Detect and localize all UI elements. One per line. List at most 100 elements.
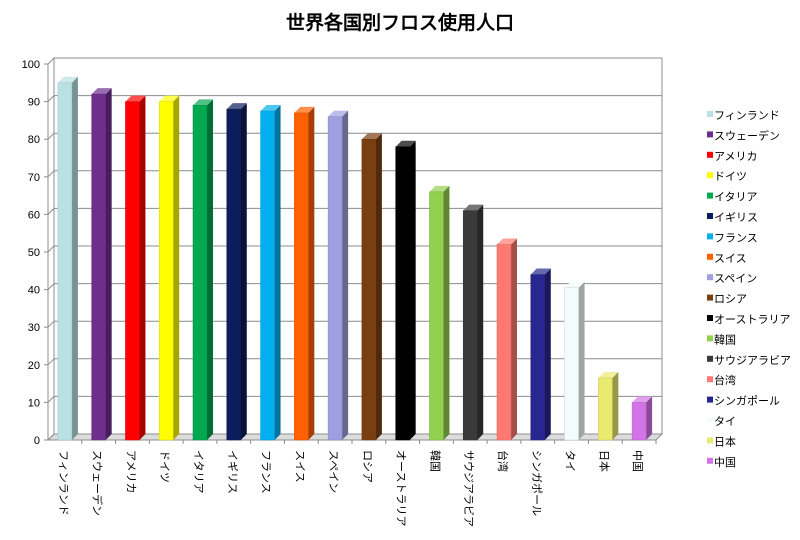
bar: [395, 140, 416, 441]
bar: [361, 133, 382, 441]
legend-label: スイス: [714, 252, 747, 265]
bar: [496, 238, 517, 441]
legend-swatch: [707, 355, 713, 362]
bar-side: [511, 238, 517, 440]
legend-label: イタリア: [714, 191, 758, 204]
bar-front: [496, 244, 512, 441]
legend-label: 日本: [714, 434, 736, 448]
y-axis-ticks: 0 10 20 30 40 50 60 70 80 90 100: [22, 59, 48, 447]
bar-side: [477, 204, 484, 440]
legend-label: アメリカ: [714, 150, 757, 163]
bar-front: [226, 108, 242, 441]
bar-side: [274, 105, 281, 440]
x-tick-label: シンガポール: [530, 450, 543, 516]
grid-layer: [47, 57, 663, 441]
y-tick-label: 60: [28, 209, 40, 221]
bar-top: [598, 371, 619, 378]
gridline-side: [47, 132, 55, 140]
legend-label: 韓国: [714, 333, 736, 346]
bar-side: [173, 95, 180, 440]
bar-side: [612, 371, 619, 440]
bar-top: [193, 99, 213, 106]
legend-label: シンガポール: [714, 395, 780, 408]
x-tick-label: 韓国: [428, 450, 441, 472]
bar-side: [207, 99, 213, 441]
gridline-side: [47, 283, 55, 290]
bar-front: [158, 101, 174, 441]
bar-top: [328, 110, 349, 117]
y-tick-label: 50: [28, 247, 40, 259]
bar-front: [564, 287, 579, 441]
bar: [327, 110, 349, 441]
x-tick-label: スウェーデン: [91, 450, 105, 516]
bar-side: [646, 396, 653, 440]
legend-swatch: [707, 172, 713, 179]
bar: [564, 281, 585, 441]
legend-swatch: [707, 294, 713, 301]
legend-label: サウジアラビア: [714, 354, 791, 367]
bar-side: [375, 133, 382, 440]
legend-label: スペイン: [714, 272, 757, 285]
bar-side: [409, 140, 416, 440]
bar-front: [260, 110, 275, 441]
bar: [260, 105, 281, 441]
bar: [192, 99, 213, 441]
bar-top: [361, 133, 382, 140]
gridline-side: [47, 320, 55, 328]
legend-label: タイ: [714, 415, 736, 428]
bar-top: [395, 140, 416, 147]
x-tick-label: イタリア: [192, 450, 205, 494]
y-tick-label: 100: [22, 59, 40, 71]
bar: [462, 204, 484, 441]
bar: [125, 95, 146, 441]
bar-side: [71, 76, 78, 441]
bar: [158, 95, 180, 441]
bar-top: [530, 268, 551, 275]
bar-top: [497, 238, 517, 245]
legend-label: オーストラリア: [714, 313, 790, 326]
legend-label: フィンランド: [714, 109, 780, 122]
bar-side: [308, 106, 315, 440]
legend-swatch: [707, 233, 713, 240]
legend-label: フランス: [714, 231, 758, 244]
bar: [294, 106, 315, 441]
gridline-side: [47, 396, 55, 403]
legend-swatch: [707, 253, 713, 260]
bar-front: [327, 116, 343, 441]
legend-swatch: [707, 335, 713, 342]
bar-front: [462, 210, 478, 441]
legend-swatch: [707, 457, 713, 464]
y-tick-label: 90: [28, 97, 40, 109]
bar-front: [294, 112, 309, 441]
bar-top: [632, 396, 653, 403]
x-tick-label: アメリカ: [124, 450, 137, 493]
gridline-side: [47, 95, 55, 102]
bar: [631, 396, 653, 441]
bar-top: [260, 105, 281, 111]
bar: [429, 185, 450, 441]
bar-top: [159, 95, 180, 102]
bar-front: [91, 93, 106, 441]
x-tick-label: ロシア: [361, 450, 374, 483]
legend-label: 台湾: [714, 373, 736, 387]
bar-side: [342, 110, 349, 440]
bar-side: [139, 95, 146, 440]
bar-front: [395, 146, 410, 441]
bar-front: [192, 105, 208, 441]
legend-label: 中国: [714, 456, 736, 469]
bar-top: [91, 88, 112, 95]
legend-swatch: [707, 396, 713, 403]
bar-top: [429, 185, 450, 192]
bar-front: [530, 274, 546, 441]
x-tick-label: オーストラリア: [395, 450, 408, 526]
y-tick-label: 40: [28, 285, 40, 297]
chart-title: 世界各国別フロス使用人口: [285, 12, 514, 34]
legend-swatch: [707, 151, 713, 158]
bar-front: [57, 82, 73, 441]
legend-swatch: [707, 274, 713, 281]
legend-swatch: [707, 131, 713, 138]
bar-top: [564, 281, 585, 288]
x-tick-label: イギリス: [226, 450, 239, 494]
bar-front: [125, 101, 140, 441]
legend-swatch: [707, 111, 713, 117]
